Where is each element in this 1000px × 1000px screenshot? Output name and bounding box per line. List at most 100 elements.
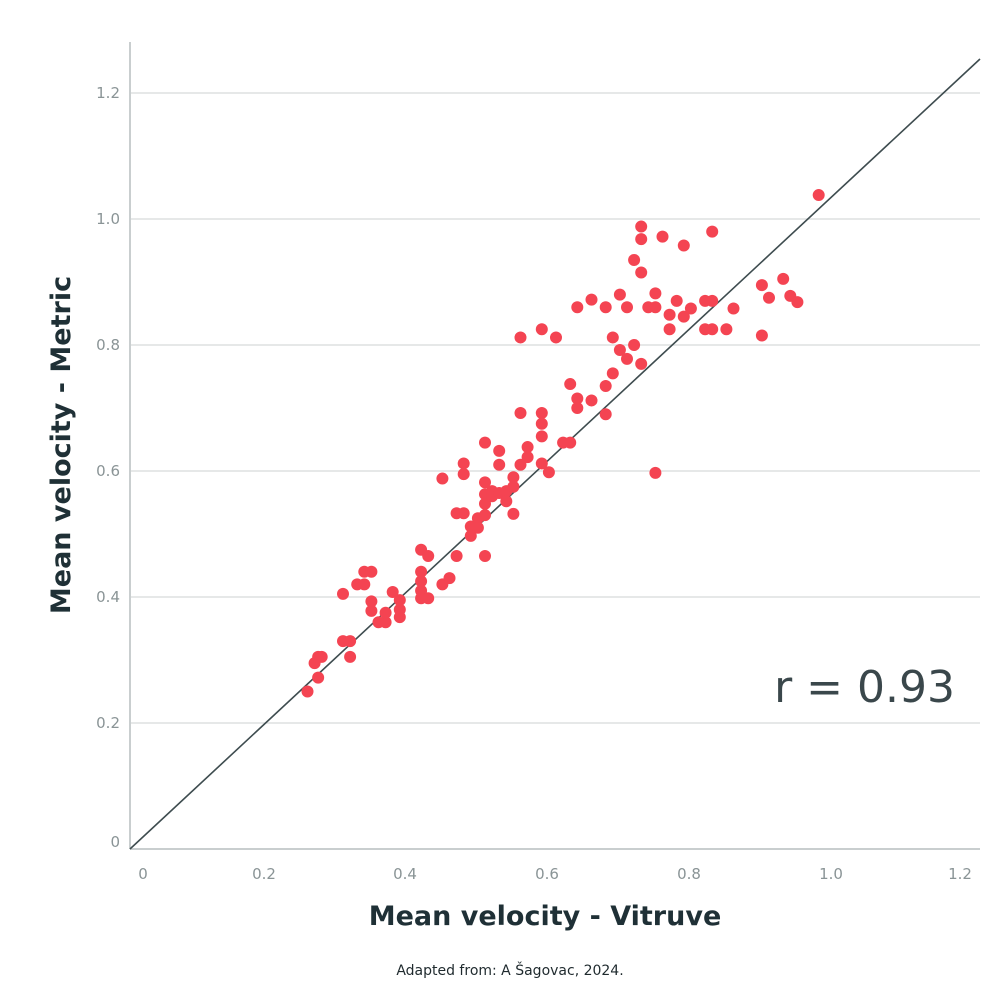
data-point xyxy=(635,220,648,233)
data-point xyxy=(585,293,598,306)
data-point xyxy=(649,466,662,479)
data-point xyxy=(628,253,641,266)
data-point xyxy=(471,521,484,534)
data-point xyxy=(393,611,406,624)
data-point xyxy=(677,310,690,323)
data-point xyxy=(706,323,719,336)
data-point xyxy=(706,294,719,307)
data-point xyxy=(521,451,534,464)
data-point xyxy=(315,650,328,663)
data-point xyxy=(564,436,577,449)
data-point xyxy=(464,529,477,542)
data-point xyxy=(507,471,520,484)
data-point xyxy=(386,585,399,598)
data-point xyxy=(599,379,612,392)
data-point xyxy=(479,497,491,510)
data-point xyxy=(514,331,527,344)
data-point xyxy=(500,495,513,508)
data-point xyxy=(479,476,491,489)
data-point xyxy=(365,604,378,617)
data-point xyxy=(649,287,662,300)
data-point xyxy=(507,480,520,493)
x-tick-label: 0.4 xyxy=(393,865,417,883)
data-point xyxy=(720,323,733,336)
y-tick-label: 0.4 xyxy=(96,588,120,606)
data-point xyxy=(812,189,825,202)
data-point xyxy=(656,230,669,243)
data-point xyxy=(507,507,520,520)
data-point xyxy=(535,407,548,420)
data-point xyxy=(677,239,690,252)
data-point xyxy=(493,458,506,471)
data-point xyxy=(535,323,548,336)
y-tick-label: 1.0 xyxy=(96,210,120,228)
data-point xyxy=(684,302,697,315)
data-point xyxy=(312,671,325,684)
data-point xyxy=(393,594,406,607)
data-point xyxy=(535,417,548,430)
data-points xyxy=(301,189,825,698)
data-point xyxy=(606,367,619,380)
data-point xyxy=(358,578,371,591)
data-point xyxy=(571,301,584,314)
data-point xyxy=(791,296,804,309)
data-point xyxy=(479,509,491,522)
data-point xyxy=(755,329,768,342)
data-point xyxy=(599,408,612,421)
y-tick-label: 0 xyxy=(110,833,120,851)
y-tick-label: 0.2 xyxy=(96,714,120,732)
data-point xyxy=(344,650,357,663)
data-point xyxy=(571,402,584,414)
data-point xyxy=(564,378,577,391)
data-point xyxy=(635,357,648,370)
x-tick-label: 0.6 xyxy=(535,865,559,883)
data-point xyxy=(365,565,378,578)
data-point xyxy=(514,458,527,471)
x-tick-label: 0.8 xyxy=(677,865,701,883)
data-point xyxy=(670,294,683,307)
tick-labels: 0 0.2 0.4 0.6 0.8 1.0 1.2 0 0.2 0.4 0.6 0.8 1.0 1.2 xyxy=(96,84,972,883)
x-tick-label: 0 xyxy=(138,865,148,883)
data-point xyxy=(755,279,768,292)
data-point xyxy=(777,272,790,285)
y-tick-label: 0.8 xyxy=(96,336,120,354)
data-point xyxy=(535,430,548,443)
correlation-annotation: r = 0.93 xyxy=(774,662,955,713)
data-point xyxy=(514,407,527,420)
data-point xyxy=(635,233,648,246)
data-point xyxy=(365,595,378,608)
x-tick-label: 1.0 xyxy=(819,865,843,883)
data-point xyxy=(436,472,449,485)
identity-line xyxy=(129,58,981,850)
data-point xyxy=(550,331,562,344)
data-point xyxy=(663,308,676,321)
data-point xyxy=(542,466,555,479)
data-point xyxy=(599,301,612,314)
source-note: Adapted from: A Šagovac, 2024. xyxy=(396,961,623,979)
data-point xyxy=(415,575,428,588)
data-point xyxy=(457,457,470,470)
data-point xyxy=(621,352,633,365)
data-point xyxy=(628,339,641,351)
data-point xyxy=(535,457,548,470)
data-point xyxy=(613,344,626,357)
y-tick-label: 0.6 xyxy=(96,462,120,480)
data-point xyxy=(479,436,491,449)
data-point xyxy=(621,301,633,314)
data-point xyxy=(763,291,775,304)
axes xyxy=(129,42,980,850)
y-axis-title: Mean velocity - Metric xyxy=(46,276,77,614)
data-point xyxy=(337,587,349,600)
data-point xyxy=(479,550,491,563)
y-tick-label: 1.2 xyxy=(96,84,120,102)
data-point xyxy=(301,685,314,698)
reference-line-group xyxy=(129,58,981,850)
data-point xyxy=(521,441,534,454)
x-tick-label: 0.2 xyxy=(252,865,276,883)
data-point xyxy=(379,606,392,619)
data-point xyxy=(585,394,598,407)
data-point xyxy=(706,225,719,238)
data-point xyxy=(663,323,676,336)
data-point xyxy=(422,592,435,605)
